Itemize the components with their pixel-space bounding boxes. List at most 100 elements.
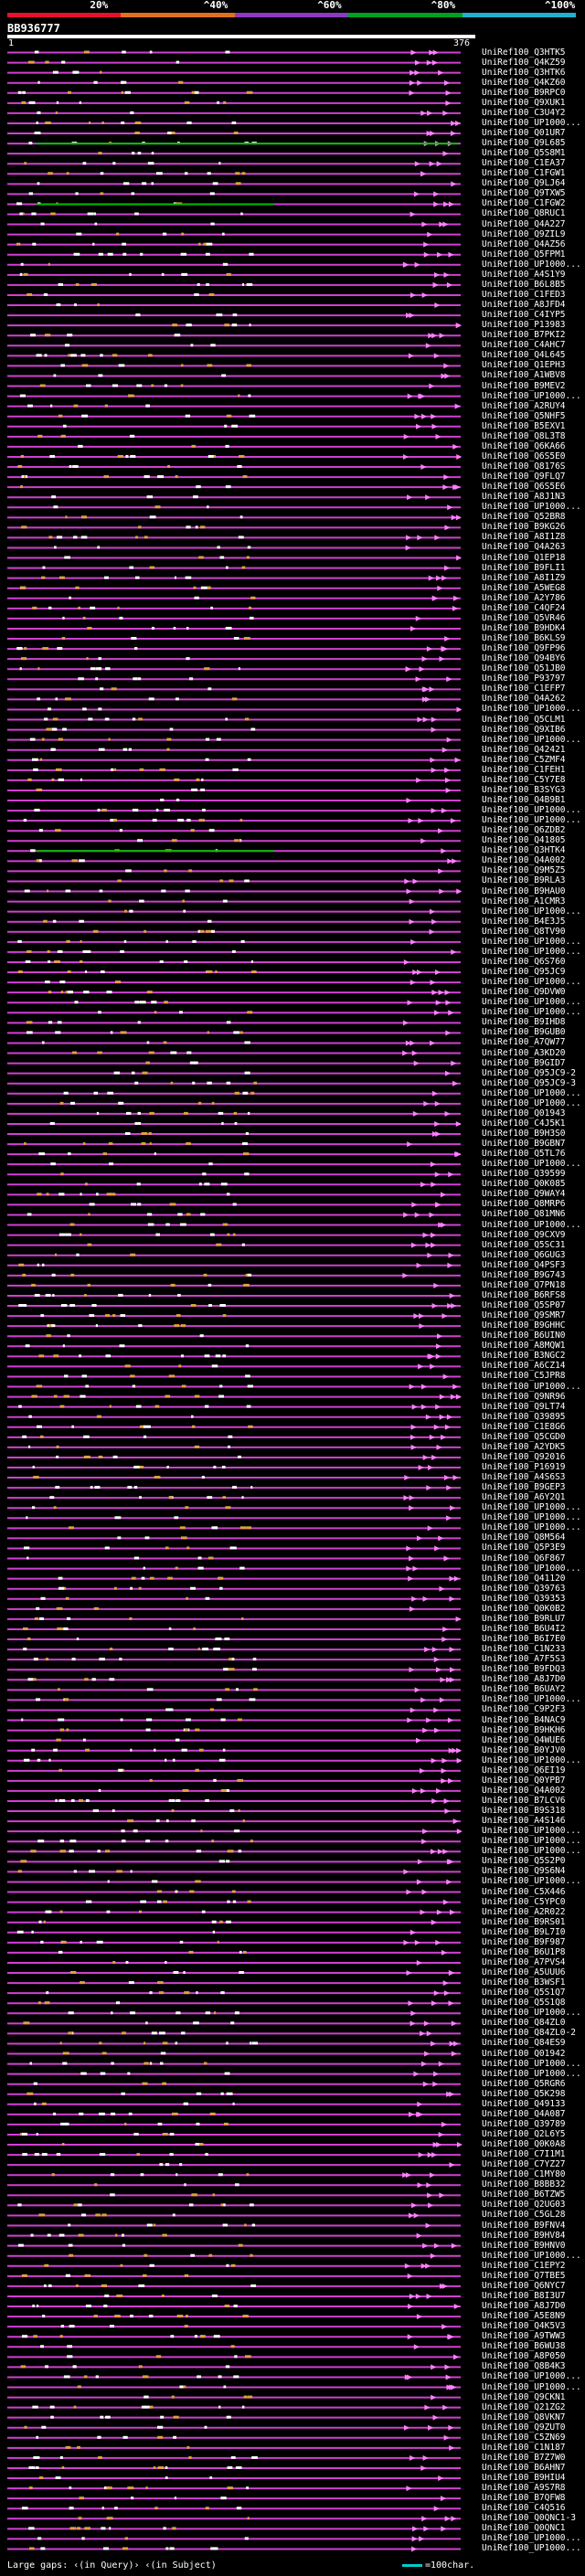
hit-label[interactable]: UniRef100_C4J5K1 bbox=[482, 1118, 566, 1129]
hit-label[interactable]: UniRef100_B7Z7W0 bbox=[482, 2452, 566, 2463]
hit-label[interactable]: UniRef100_A4S1Y9 bbox=[482, 269, 566, 280]
hit-label[interactable]: UniRef100_Q0K0B2 bbox=[482, 1603, 566, 1614]
hit-label[interactable]: UniRef100_UP1000... bbox=[482, 1754, 581, 1765]
hit-label[interactable]: UniRef100_B9G743 bbox=[482, 1269, 566, 1280]
hit-label[interactable]: UniRef100_Q6EI19 bbox=[482, 1765, 566, 1776]
hit-label[interactable]: UniRef100_Q01943 bbox=[482, 1108, 566, 1118]
hit-label[interactable]: UniRef100_Q01942 bbox=[482, 2048, 566, 2059]
hit-label[interactable]: UniRef100_Q8L3T8 bbox=[482, 430, 566, 441]
hit-label[interactable]: UniRef100_B8I3U7 bbox=[482, 2290, 566, 2301]
hit-label[interactable]: UniRef100_Q5S8M1 bbox=[482, 148, 566, 159]
hit-label[interactable]: UniRef100_Q1EPH3 bbox=[482, 360, 566, 371]
hit-label[interactable]: UniRef100_B6L8B5 bbox=[482, 279, 566, 290]
hit-label[interactable]: UniRef100_B6UAY2 bbox=[482, 1684, 566, 1695]
hit-label[interactable]: UniRef100_Q95JC9-3 bbox=[482, 1077, 576, 1088]
hit-label[interactable]: UniRef100_B9FDQ3 bbox=[482, 1664, 566, 1675]
hit-label[interactable]: UniRef100_UP1000... bbox=[482, 1087, 581, 1098]
hit-label[interactable]: UniRef100_P16919 bbox=[482, 1461, 566, 1472]
hit-label[interactable]: UniRef100_Q6S5E0 bbox=[482, 451, 566, 461]
hit-label[interactable]: UniRef100_UP1000... bbox=[482, 1836, 581, 1847]
hit-label[interactable]: UniRef100_B9HV84 bbox=[482, 2230, 566, 2241]
hit-label[interactable]: UniRef100_UP1000... bbox=[482, 936, 581, 947]
hit-label[interactable]: UniRef100_UP1000... bbox=[482, 1512, 581, 1523]
hit-label[interactable]: UniRef100_Q9XUK1 bbox=[482, 97, 566, 108]
hit-label[interactable]: UniRef100_A8P050 bbox=[482, 2351, 566, 2362]
hit-label[interactable]: UniRef100_Q41805 bbox=[482, 835, 566, 846]
hit-label[interactable]: UniRef100_A1WBV8 bbox=[482, 370, 566, 381]
hit-label[interactable]: UniRef100_Q8B4K3 bbox=[482, 2361, 566, 2372]
hit-label[interactable]: UniRef100_C3U4Y2 bbox=[482, 107, 566, 118]
hit-label[interactable]: UniRef100_C5GL28 bbox=[482, 2210, 566, 2221]
hit-label[interactable]: UniRef100_UP1000... bbox=[482, 946, 581, 957]
hit-label[interactable]: UniRef100_Q9FP96 bbox=[482, 643, 566, 654]
hit-label[interactable]: UniRef100_B6WU38 bbox=[482, 2341, 566, 2352]
hit-label[interactable]: UniRef100_B8BB32 bbox=[482, 2179, 566, 2190]
hit-label[interactable]: UniRef100_UP1000... bbox=[482, 2008, 581, 2019]
hit-label[interactable]: UniRef100_C4AHC7 bbox=[482, 340, 566, 351]
hit-label[interactable]: UniRef100_Q6NYC7 bbox=[482, 2280, 566, 2291]
hit-label[interactable]: UniRef100_Q94BY6 bbox=[482, 653, 566, 664]
hit-label[interactable]: UniRef100_C4QF24 bbox=[482, 602, 566, 613]
hit-label[interactable]: UniRef100_A8JFD4 bbox=[482, 300, 566, 311]
hit-label[interactable]: UniRef100_UP1000... bbox=[482, 1522, 581, 1533]
hit-label[interactable]: UniRef100_UP1000... bbox=[482, 2371, 581, 2382]
hit-label[interactable]: UniRef100_A6CZ14 bbox=[482, 1361, 566, 1372]
hit-label[interactable]: UniRef100_Q5RGR6 bbox=[482, 2078, 566, 2089]
hit-label[interactable]: UniRef100_Q9WAY4 bbox=[482, 1189, 566, 1200]
hit-label[interactable]: UniRef100_UP1000... bbox=[482, 2543, 581, 2554]
hit-label[interactable]: UniRef100_Q4A087 bbox=[482, 2108, 566, 2119]
hit-label[interactable]: UniRef100_Q9CXV9 bbox=[482, 1229, 566, 1240]
hit-label[interactable]: UniRef100_UP1000... bbox=[482, 906, 581, 917]
hit-label[interactable]: UniRef100_Q5SP07 bbox=[482, 1300, 566, 1311]
hit-label[interactable]: UniRef100_Q9ZIL9 bbox=[482, 228, 566, 239]
hit-label[interactable]: UniRef100_Q9LJ64 bbox=[482, 178, 566, 189]
hit-label[interactable]: UniRef100_A7F5S3 bbox=[482, 1654, 566, 1665]
hit-label[interactable]: UniRef100_Q9NR96 bbox=[482, 1391, 566, 1402]
hit-label[interactable]: UniRef100_Q21ZG2 bbox=[482, 2401, 566, 2412]
hit-label[interactable]: UniRef100_UP1000... bbox=[482, 502, 581, 513]
hit-label[interactable]: UniRef100_UP1000... bbox=[482, 805, 581, 816]
hit-label[interactable]: UniRef100_Q7TBE5 bbox=[482, 2270, 566, 2281]
hit-label[interactable]: UniRef100_Q3HTK6 bbox=[482, 67, 566, 78]
hit-label[interactable]: UniRef100_C9P2F3 bbox=[482, 1704, 566, 1715]
hit-label[interactable]: UniRef100_Q39789 bbox=[482, 2118, 566, 2129]
hit-label[interactable]: UniRef100_B3NGC2 bbox=[482, 1351, 566, 1362]
hit-label[interactable]: UniRef100_P13983 bbox=[482, 320, 566, 331]
hit-label[interactable]: UniRef100_C5ZMF4 bbox=[482, 754, 566, 765]
hit-label[interactable]: UniRef100_C1EA37 bbox=[482, 158, 566, 169]
hit-label[interactable]: UniRef100_Q84ES9 bbox=[482, 2038, 566, 2049]
hit-label[interactable]: UniRef100_B9GHHC bbox=[482, 1320, 566, 1331]
hit-label[interactable]: UniRef100_A4S146 bbox=[482, 1816, 566, 1827]
hit-label[interactable]: UniRef100_A2R022 bbox=[482, 1906, 566, 1917]
hit-label[interactable]: UniRef100_Q8VKN7 bbox=[482, 2412, 566, 2422]
hit-label[interactable]: UniRef100_Q9FLQ7 bbox=[482, 472, 566, 482]
hit-label[interactable]: UniRef100_Q4WUE6 bbox=[482, 1734, 566, 1745]
hit-label[interactable]: UniRef100_Q5SC31 bbox=[482, 1239, 566, 1250]
hit-label[interactable]: UniRef100_UP1000... bbox=[482, 815, 581, 826]
hit-label[interactable]: UniRef100_B9RS01 bbox=[482, 1916, 566, 1927]
hit-label[interactable]: UniRef100_B9RLU7 bbox=[482, 1613, 566, 1624]
hit-label[interactable]: UniRef100_Q6S760 bbox=[482, 956, 566, 967]
hit-label[interactable]: UniRef100_UP1000... bbox=[482, 1097, 581, 1108]
hit-label[interactable]: UniRef100_Q95JC9-2 bbox=[482, 1067, 576, 1078]
hit-label[interactable]: UniRef100_Q9ZUT0 bbox=[482, 2422, 566, 2433]
hit-label[interactable]: UniRef100_Q49133 bbox=[482, 2098, 566, 2109]
hit-label[interactable]: UniRef100_Q9L685 bbox=[482, 138, 566, 149]
hit-label[interactable]: UniRef100_Q4A227 bbox=[482, 218, 566, 229]
hit-label[interactable]: UniRef100_UP1000... bbox=[482, 1876, 581, 1887]
hit-label[interactable]: UniRef100_P93797 bbox=[482, 673, 566, 684]
hit-label[interactable]: UniRef100_B9GEP3 bbox=[482, 1482, 566, 1493]
hit-label[interactable]: UniRef100_Q3HTK5 bbox=[482, 47, 566, 58]
hit-label[interactable]: UniRef100_C1E8G6 bbox=[482, 1421, 566, 1432]
hit-label[interactable]: UniRef100_B9HNV0 bbox=[482, 2240, 566, 2251]
hit-label[interactable]: UniRef100_UP1000... bbox=[482, 390, 581, 401]
hit-label[interactable]: UniRef100_Q6S5E6 bbox=[482, 482, 566, 493]
hit-label[interactable]: UniRef100_B9RLA3 bbox=[482, 875, 566, 886]
hit-label[interactable]: UniRef100_B6UIN0 bbox=[482, 1330, 566, 1341]
hit-label[interactable]: UniRef100_Q39599 bbox=[482, 1169, 566, 1180]
hit-label[interactable]: UniRef100_B6TZW5 bbox=[482, 2189, 566, 2200]
hit-label[interactable]: UniRef100_B7QFW8 bbox=[482, 2493, 566, 2504]
hit-label[interactable]: UniRef100_B0YJV0 bbox=[482, 1744, 566, 1755]
hit-label[interactable]: UniRef100_Q01UR7 bbox=[482, 128, 566, 138]
hit-label[interactable]: UniRef100_Q39353 bbox=[482, 1593, 566, 1604]
